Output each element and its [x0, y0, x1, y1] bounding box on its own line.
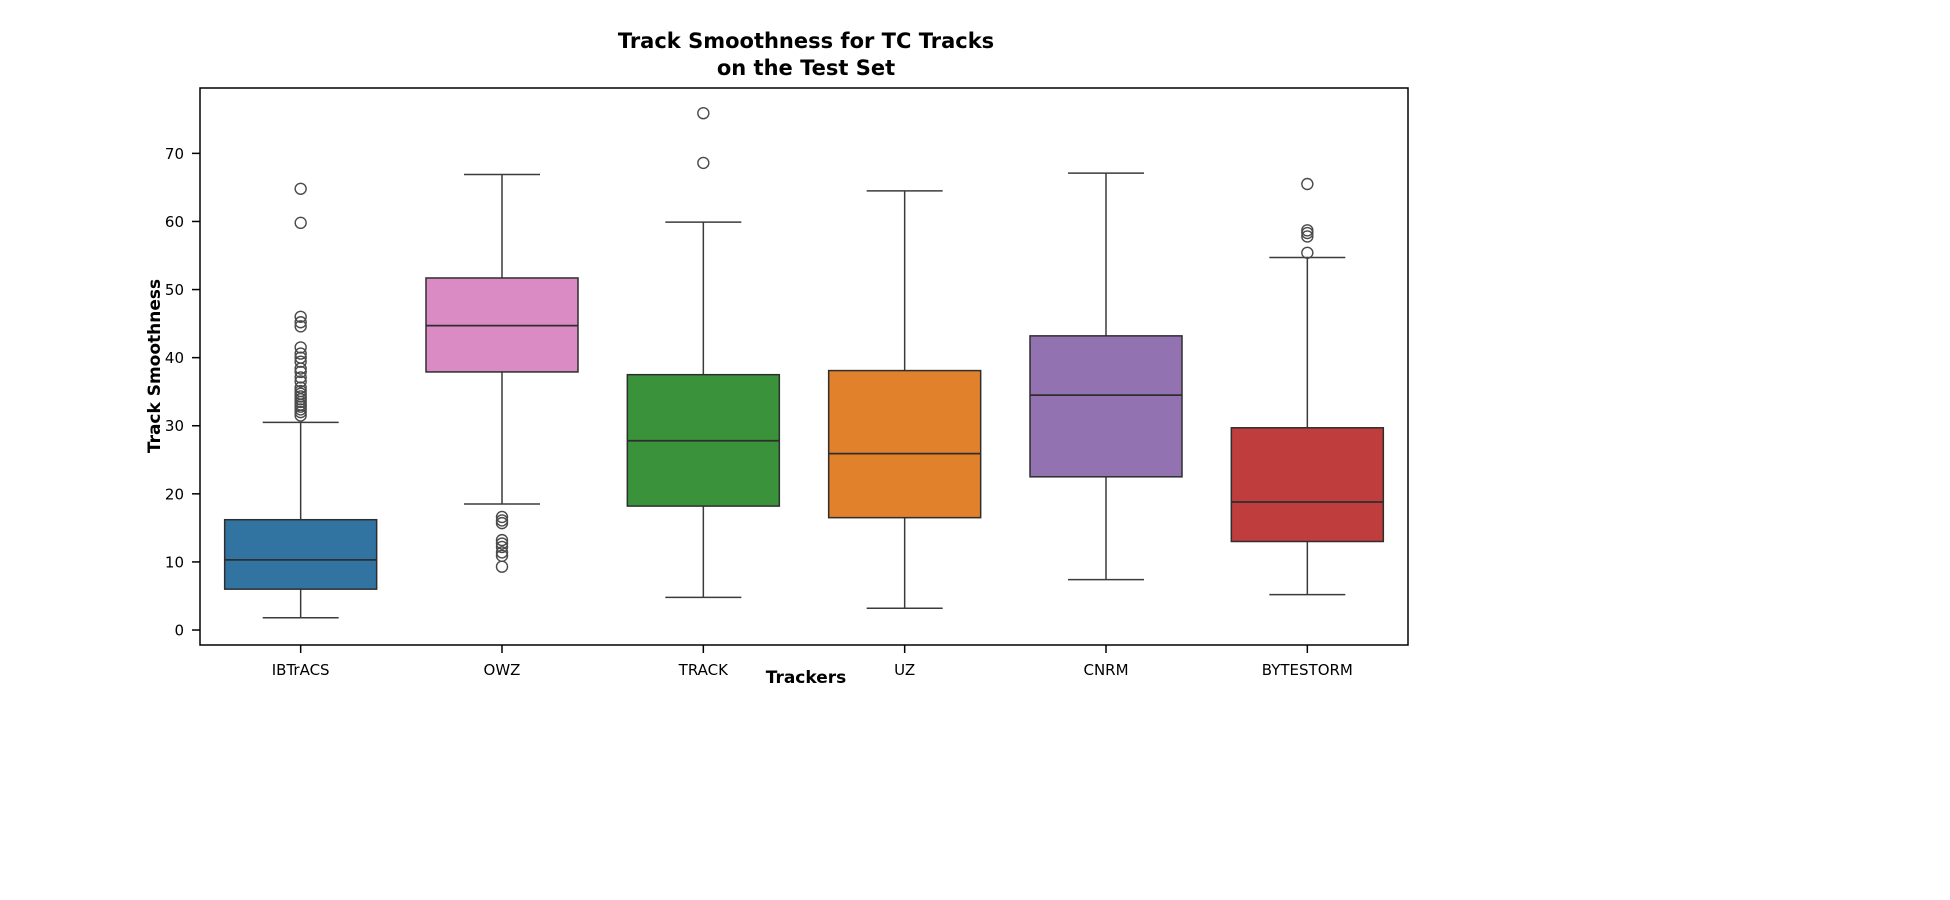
outlier-point: [294, 310, 307, 323]
x-tick-label: IBTrACS: [272, 661, 330, 679]
outlier-point: [294, 347, 307, 360]
outlier-point: [1301, 230, 1314, 243]
box-ibtracs: [223, 182, 378, 619]
outlier-point: [294, 365, 307, 379]
outlier-point: [294, 351, 307, 364]
box-bytestorm: [1230, 177, 1385, 596]
box-owz: [425, 173, 579, 573]
plot-frame: [199, 87, 1409, 646]
x-axis-label: Trackers: [765, 668, 847, 688]
outlier-point: [294, 371, 307, 384]
x-tick-label: TRACK: [678, 661, 729, 679]
box-rect: [827, 369, 982, 519]
chart-title: Track Smoothness for TC Tracks on the Te…: [617, 29, 995, 81]
box-track: [626, 106, 781, 599]
outlier-point: [294, 381, 307, 394]
outlier-point: [294, 182, 307, 195]
outlier-point: [495, 546, 509, 559]
y-tick-label: 0: [174, 622, 184, 640]
outlier-point: [495, 516, 509, 530]
x-tick-label: BYTESTORM: [1262, 661, 1353, 679]
outlier-point: [294, 355, 307, 368]
outlier-point: [495, 560, 509, 573]
outlier-point: [697, 156, 710, 170]
x-tick-label: CNRM: [1083, 661, 1128, 679]
y-tick-label: 20: [165, 485, 184, 503]
box-rect: [1230, 427, 1385, 543]
outlier-point: [495, 533, 509, 547]
x-tick-label: UZ: [894, 661, 915, 679]
outlier-point: [495, 537, 509, 550]
y-tick-label: 50: [165, 281, 184, 299]
y-tick-label: 70: [165, 145, 184, 163]
outlier-point: [294, 375, 307, 388]
outlier-point: [294, 341, 307, 354]
outlier-point: [1301, 224, 1314, 237]
box-rect: [1029, 335, 1183, 478]
outlier-point: [1301, 246, 1314, 259]
x-tick-label: OWZ: [484, 661, 521, 679]
y-tick-label: 10: [165, 553, 184, 571]
box-cnrm: [1029, 172, 1183, 581]
box-uz: [827, 190, 982, 609]
y-tick-label: 30: [165, 417, 184, 435]
outlier-point: [294, 384, 307, 398]
y-tick-label: 40: [165, 349, 184, 367]
box-rect: [223, 518, 378, 590]
outlier-point: [294, 216, 307, 230]
outlier-point: [495, 510, 509, 524]
outlier-point: [697, 106, 710, 120]
outlier-point: [294, 316, 307, 329]
outlier-point: [294, 320, 307, 333]
y-tick-label: 60: [165, 213, 184, 231]
outlier-point: [495, 540, 509, 554]
outlier-point: [1301, 177, 1314, 191]
